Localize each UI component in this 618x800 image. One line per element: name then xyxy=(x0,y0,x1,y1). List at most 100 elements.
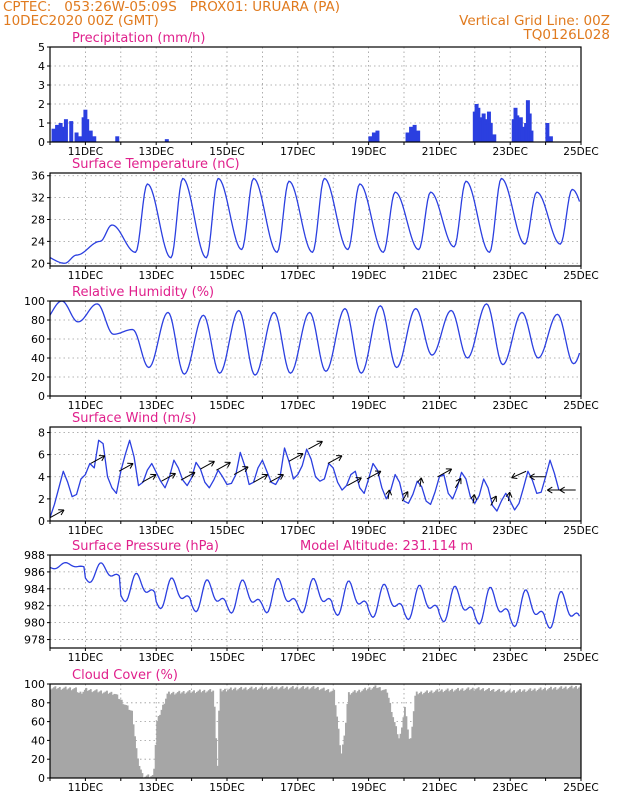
pres-xtick-label-3: 17DEC xyxy=(280,652,315,664)
cloud-bar-54 xyxy=(129,710,132,778)
precip-bar-20 xyxy=(412,124,417,142)
precip-bar-32 xyxy=(492,134,497,142)
cloud-bar-251 xyxy=(420,691,423,778)
wind-arrow-25 xyxy=(529,473,546,481)
wind-arrow-shaft-3 xyxy=(141,474,157,483)
wind-arrow-shaft-7 xyxy=(216,461,231,471)
cloud-bar-253 xyxy=(423,692,426,778)
temp-plot-area xyxy=(50,177,581,264)
cloud-bar-180 xyxy=(315,687,318,778)
pres-annotation: Model Altitude: 231.114 m xyxy=(300,539,473,554)
cloud-bar-113 xyxy=(216,765,219,778)
cloud-bar-13 xyxy=(69,687,72,778)
cloud-bar-221 xyxy=(375,688,378,778)
cloud-bar-220 xyxy=(374,685,377,778)
cloud-bar-174 xyxy=(306,686,309,778)
cloud-bar-281 xyxy=(464,689,467,778)
precip-xtick-label-4: 19DEC xyxy=(351,146,386,158)
cloud-bar-340 xyxy=(551,689,554,778)
wind-arrow-12 xyxy=(308,440,323,450)
wind-arrow-head-a-12 xyxy=(319,441,323,447)
rh-ytick-label-3: 60 xyxy=(31,333,45,346)
cloud-bar-135 xyxy=(249,687,251,778)
cloud-bar-333 xyxy=(541,690,544,778)
cloud-bar-327 xyxy=(532,689,535,778)
wind-arrow-head-a-23 xyxy=(509,492,513,498)
cloud-bar-241 xyxy=(405,716,408,778)
cloud-bar-44 xyxy=(114,694,117,778)
cloud-border xyxy=(49,683,582,779)
cloud-xtick-label-6: 23DEC xyxy=(492,782,527,794)
cloud-bar-172 xyxy=(303,688,306,778)
cloud-bar-27 xyxy=(89,689,92,778)
wind-arrow-head-a-14 xyxy=(358,477,362,484)
cloud-bar-74 xyxy=(159,714,162,778)
cloud-bar-307 xyxy=(502,689,505,778)
precip-ytick-label-0: 0 xyxy=(38,136,45,149)
cloud-bar-318 xyxy=(519,689,521,778)
precip-bar-15 xyxy=(368,136,373,142)
wind-arrow-8 xyxy=(233,466,249,475)
cloud-bar-247 xyxy=(414,695,417,778)
precip-bar-17 xyxy=(375,130,380,142)
cloud-bar-195 xyxy=(337,728,340,778)
temp-xtick-label-1: 13DEC xyxy=(138,270,173,282)
pres-title: Surface Pressure (hPa) xyxy=(72,539,219,554)
cloud-bar-84 xyxy=(173,694,176,778)
cloud-bar-89 xyxy=(181,692,184,778)
cloud-bar-300 xyxy=(492,688,495,778)
cloud-bar-258 xyxy=(430,690,433,778)
cloud-xtick-label-4: 19DEC xyxy=(351,782,386,794)
cloud-bar-256 xyxy=(427,693,430,778)
cloud-bar-357 xyxy=(576,688,579,778)
cloud-bar-169 xyxy=(299,688,302,778)
cloud-bar-82 xyxy=(170,693,173,778)
cloud-bar-279 xyxy=(461,688,464,778)
cloud-bar-226 xyxy=(383,689,386,778)
cloud-bar-156 xyxy=(280,687,282,778)
cloud-bar-271 xyxy=(449,690,452,778)
cloud-bar-167 xyxy=(296,686,299,778)
precip-xtick-label-1: 13DEC xyxy=(138,146,173,158)
cloud-bar-53 xyxy=(128,709,131,778)
cloud-bar-310 xyxy=(507,690,510,778)
cloud-bar-147 xyxy=(266,689,269,778)
header-date: 10DEC2020 00Z (GMT) xyxy=(3,13,159,29)
cloud-bar-323 xyxy=(526,690,529,778)
wind-xtick-label-5: 21DEC xyxy=(422,525,457,537)
wind-arrow-head-b-21 xyxy=(470,494,475,500)
wind-arrow-7 xyxy=(216,461,231,471)
cloud-bar-207 xyxy=(355,692,358,778)
cloud-bar-106 xyxy=(206,691,209,778)
wind-arrow-18 xyxy=(417,477,424,487)
header-grid-note: Vertical Grid Line: 00Z xyxy=(459,13,610,29)
cloud-bar-125 xyxy=(234,687,237,778)
wind-arrow-head-a-18 xyxy=(420,477,424,484)
wind-arrow-head-b-16 xyxy=(385,489,390,495)
wind-arrow-head-a-0 xyxy=(60,509,65,516)
wind-arrow-head-b-23 xyxy=(505,491,511,498)
wind-ytick-label-2: 4 xyxy=(38,471,45,484)
wind-ytick-label-3: 6 xyxy=(38,449,45,462)
cloud-bar-72 xyxy=(156,721,159,778)
cloud-bar-222 xyxy=(377,687,380,778)
cloud-bar-338 xyxy=(548,687,551,778)
cloud-bar-289 xyxy=(476,688,479,778)
cloud-bar-351 xyxy=(567,688,570,778)
wind-arrow-shaft-5 xyxy=(180,471,196,481)
cloud-bar-196 xyxy=(339,745,341,778)
cloud-bar-145 xyxy=(263,688,266,778)
cloud-bar-358 xyxy=(578,687,580,778)
cloud-bar-57 xyxy=(134,736,136,778)
cloud-xtick-label-2: 15DEC xyxy=(209,782,244,794)
cloud-bar-200 xyxy=(345,722,347,778)
wind-arrow-27 xyxy=(559,486,576,494)
cloud-bar-359 xyxy=(579,686,581,778)
cloud-bar-223 xyxy=(378,687,381,778)
precip-title: Precipitation (mm/h) xyxy=(72,31,205,46)
cloud-bar-264 xyxy=(439,690,442,778)
cloud-xtick-label-7: 25DEC xyxy=(563,782,598,794)
precip-xtick-label-2: 15DEC xyxy=(209,146,244,158)
cloud-bar-229 xyxy=(387,697,390,778)
wind-arrow-head-a-25 xyxy=(529,473,535,478)
